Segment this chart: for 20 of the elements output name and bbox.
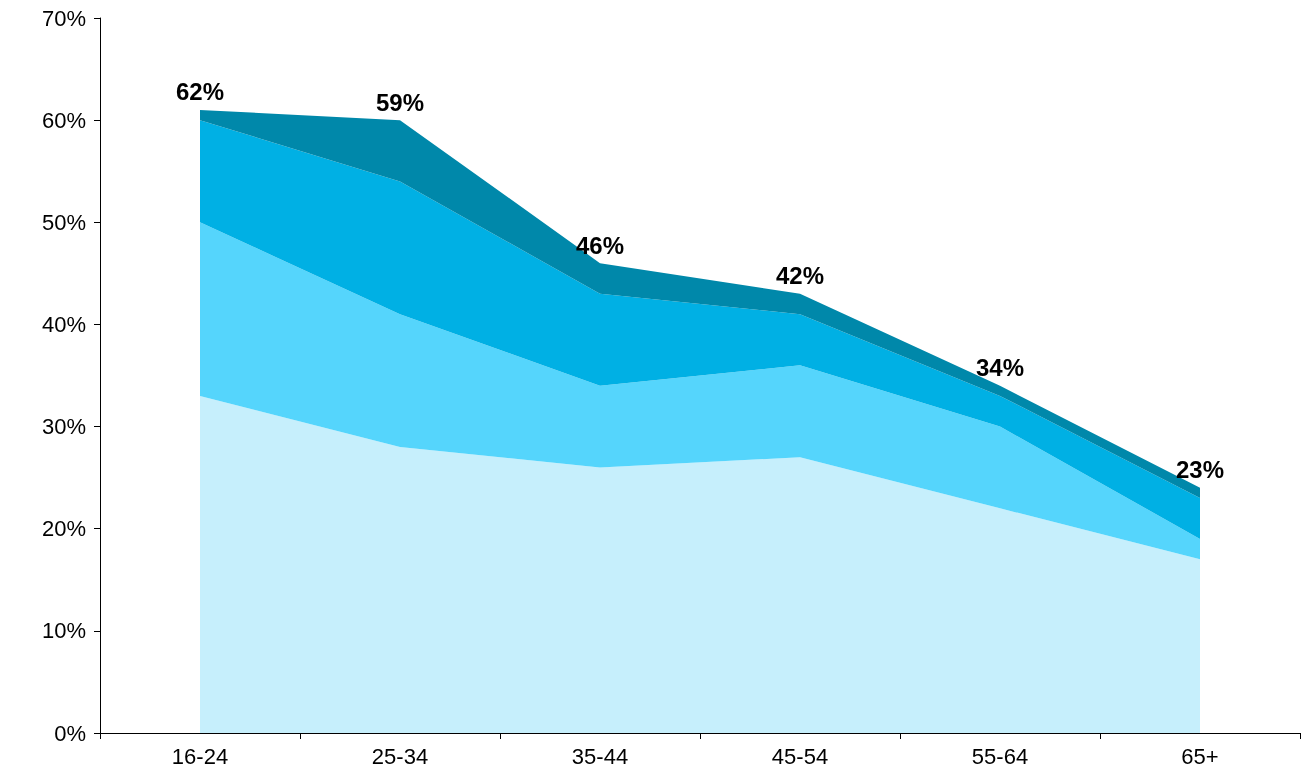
y-tick-label: 60% bbox=[41, 107, 86, 133]
total-label: 46% bbox=[575, 231, 625, 259]
y-tick-label: 0% bbox=[54, 720, 86, 746]
y-tick-label: 40% bbox=[41, 311, 86, 337]
x-tick-label: 45-54 bbox=[771, 743, 829, 769]
y-tick-label: 30% bbox=[41, 414, 86, 440]
total-label: 42% bbox=[775, 262, 825, 290]
x-tick-label: 55-64 bbox=[971, 743, 1029, 769]
y-tick-label: 70% bbox=[41, 5, 86, 31]
total-label: 23% bbox=[1175, 456, 1225, 484]
x-tick-label: 65+ bbox=[1181, 743, 1219, 769]
x-tick-label: 25-34 bbox=[371, 743, 429, 769]
y-tick-label: 20% bbox=[41, 516, 86, 542]
y-tick-label: 10% bbox=[41, 618, 86, 644]
x-tick-label: 16-24 bbox=[171, 743, 229, 769]
total-label: 59% bbox=[375, 88, 425, 116]
total-label: 62% bbox=[175, 78, 225, 106]
total-label: 34% bbox=[975, 354, 1025, 382]
y-tick-label: 50% bbox=[41, 209, 86, 235]
x-tick-label: 35-44 bbox=[571, 743, 629, 769]
